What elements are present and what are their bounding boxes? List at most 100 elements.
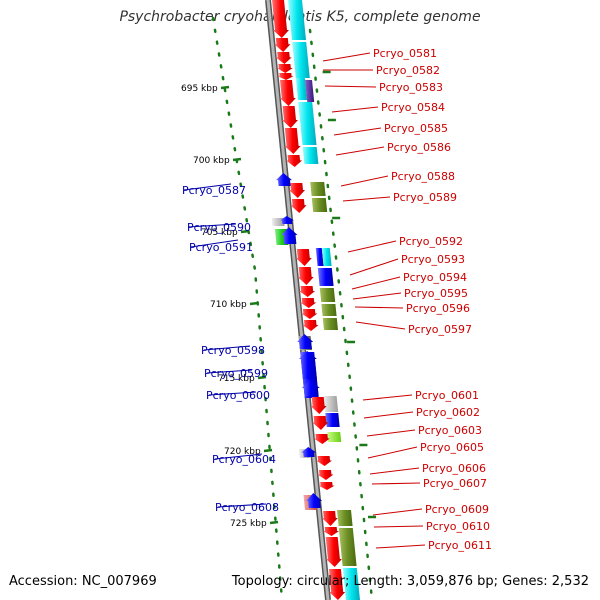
forward-gene-label[interactable]: Pcryo_0582 bbox=[376, 64, 440, 77]
cds-forward-arrow[interactable] bbox=[301, 309, 318, 319]
cds-reverse-arrow[interactable] bbox=[276, 173, 293, 186]
reverse-label-leader bbox=[208, 391, 257, 396]
forward-gene-label[interactable]: Pcryo_0594 bbox=[403, 271, 467, 284]
forward-gene-label[interactable]: Pcryo_0588 bbox=[391, 170, 455, 183]
cog-block-olive bbox=[310, 182, 326, 196]
cds-forward-arrow[interactable] bbox=[282, 106, 298, 128]
reverse-gene-label[interactable]: Pcryo_0598 bbox=[201, 344, 265, 357]
forward-gene-label[interactable]: Pcryo_0610 bbox=[426, 520, 490, 533]
forward-label-leader bbox=[333, 127, 382, 136]
scale-tick-label: 710 kbp bbox=[210, 300, 247, 310]
forward-label-leader bbox=[349, 258, 399, 276]
forward-label-leader bbox=[324, 85, 377, 88]
cds-forward-arrow[interactable] bbox=[321, 511, 338, 526]
cog-block-olive bbox=[321, 304, 337, 316]
forward-gene-label[interactable]: Pcryo_0592 bbox=[399, 235, 463, 248]
cds-forward-arrow[interactable] bbox=[328, 569, 346, 600]
cds-forward-arrow[interactable] bbox=[272, 0, 289, 38]
scale-tick-label: 715 kbp bbox=[218, 374, 255, 384]
forward-gene-label[interactable]: Pcryo_0581 bbox=[373, 47, 437, 60]
forward-label-leader bbox=[351, 276, 401, 290]
reverse-label-leader bbox=[183, 183, 232, 191]
reverse-label-leader bbox=[190, 239, 239, 248]
cog-block-lime bbox=[327, 432, 342, 442]
forward-label-leader bbox=[373, 525, 424, 528]
cog-block-blue bbox=[325, 413, 340, 427]
cds-reverse-arrow[interactable] bbox=[297, 334, 314, 349]
cog-block-olive bbox=[322, 318, 338, 330]
cds-forward-arrow[interactable] bbox=[289, 183, 305, 198]
cds-forward-arrow[interactable] bbox=[323, 527, 340, 536]
cds-reverse-arrow[interactable] bbox=[301, 447, 317, 457]
forward-gene-label[interactable]: Pcryo_0602 bbox=[416, 406, 480, 419]
forward-gene-label[interactable]: Pcryo_0603 bbox=[418, 424, 482, 437]
cds-forward-arrow[interactable] bbox=[312, 416, 329, 430]
forward-gene-label[interactable]: Pcryo_0601 bbox=[415, 389, 479, 402]
cds-track bbox=[272, 0, 346, 600]
cds-reverse-arrow[interactable] bbox=[281, 227, 298, 244]
cog-block-blue bbox=[315, 248, 324, 266]
forward-label-leader bbox=[331, 106, 379, 113]
forward-gene-label[interactable]: Pcryo_0609 bbox=[425, 503, 489, 516]
forward-label-leader bbox=[355, 321, 406, 330]
cog-block-cyan bbox=[288, 0, 306, 40]
reverse-gene-label[interactable]: Pcryo_0608 bbox=[215, 501, 279, 514]
forward-label-leader bbox=[335, 146, 385, 156]
reverse-gene-label[interactable]: Pcryo_0590 bbox=[187, 221, 251, 234]
forward-gene-label[interactable]: Pcryo_0607 bbox=[423, 477, 487, 490]
cds-forward-arrow[interactable] bbox=[279, 80, 296, 106]
cds-reverse-arrow[interactable] bbox=[301, 380, 320, 396]
forward-gene-label[interactable]: Pcryo_0593 bbox=[401, 253, 465, 266]
cds-reverse-arrow[interactable] bbox=[298, 351, 317, 379]
cds-forward-arrow[interactable] bbox=[284, 128, 301, 154]
reverse-label-leader bbox=[206, 369, 253, 374]
cog-block-cyan bbox=[342, 568, 360, 600]
cog-block-olive bbox=[319, 288, 336, 302]
reverse-gene-label[interactable]: Pcryo_0604 bbox=[212, 453, 276, 466]
cds-forward-arrow[interactable] bbox=[316, 456, 333, 466]
cds-forward-arrow[interactable] bbox=[300, 298, 317, 308]
cds-forward-arrow[interactable] bbox=[276, 64, 293, 73]
forward-gene-label[interactable]: Pcryo_0596 bbox=[406, 302, 470, 315]
forward-gene-label[interactable]: Pcryo_0586 bbox=[387, 141, 451, 154]
cds-forward-arrow[interactable] bbox=[277, 73, 294, 80]
cds-forward-arrow[interactable] bbox=[295, 249, 312, 266]
forward-label-leader bbox=[363, 411, 414, 419]
cog-block-purple bbox=[305, 80, 315, 102]
cds-forward-arrow[interactable] bbox=[313, 434, 330, 444]
forward-gene-label[interactable]: Pcryo_0585 bbox=[384, 122, 448, 135]
guide-curve-left bbox=[211, 16, 284, 600]
cog-block-cyan bbox=[295, 78, 307, 100]
cds-forward-arrow[interactable] bbox=[302, 320, 319, 331]
forward-gene-label[interactable]: Pcryo_0597 bbox=[408, 323, 472, 336]
cds-forward-arrow[interactable] bbox=[290, 199, 307, 213]
cds-reverse-arrow[interactable] bbox=[280, 216, 295, 224]
reverse-gene-label[interactable]: Pcryo_0591 bbox=[189, 241, 253, 254]
cds-forward-arrow[interactable] bbox=[299, 286, 316, 297]
cds-forward-arrow[interactable] bbox=[286, 155, 303, 167]
reverse-gene-label[interactable]: Pcryo_0599 bbox=[204, 367, 268, 380]
forward-gene-label[interactable]: Pcryo_0589 bbox=[393, 191, 457, 204]
cds-forward-arrow[interactable] bbox=[310, 397, 327, 414]
reverse-gene-label[interactable]: Pcryo_0600 bbox=[206, 389, 270, 402]
forward-gene-label[interactable]: Pcryo_0595 bbox=[404, 287, 468, 300]
forward-label-leader bbox=[367, 446, 418, 459]
cds-forward-arrow[interactable] bbox=[274, 38, 291, 52]
cds-forward-arrow[interactable] bbox=[317, 470, 334, 480]
forward-gene-label[interactable]: Pcryo_0583 bbox=[379, 81, 443, 94]
reverse-gene-label[interactable]: Pcryo_0587 bbox=[182, 184, 246, 197]
cds-forward-arrow[interactable] bbox=[318, 482, 335, 490]
cds-reverse-arrow[interactable] bbox=[306, 493, 323, 508]
forward-gene-label[interactable]: Pcryo_0606 bbox=[422, 462, 486, 475]
forward-gene-label[interactable]: Pcryo_0584 bbox=[381, 101, 445, 114]
forward-label-leader bbox=[369, 467, 420, 475]
forward-label-leader bbox=[354, 306, 404, 309]
forward-gene-labels: Pcryo_0581 Pcryo_0582 Pcryo_0583 Pcryo_0… bbox=[373, 47, 492, 552]
scale-tick-mark bbox=[249, 301, 259, 306]
forward-gene-label[interactable]: Pcryo_0605 bbox=[420, 441, 484, 454]
cog-block-olive bbox=[337, 510, 353, 526]
forward-gene-label[interactable]: Pcryo_0611 bbox=[428, 539, 492, 552]
cds-forward-arrow[interactable] bbox=[297, 267, 314, 285]
cds-forward-arrow[interactable] bbox=[325, 537, 342, 567]
cds-forward-arrow[interactable] bbox=[275, 52, 292, 64]
